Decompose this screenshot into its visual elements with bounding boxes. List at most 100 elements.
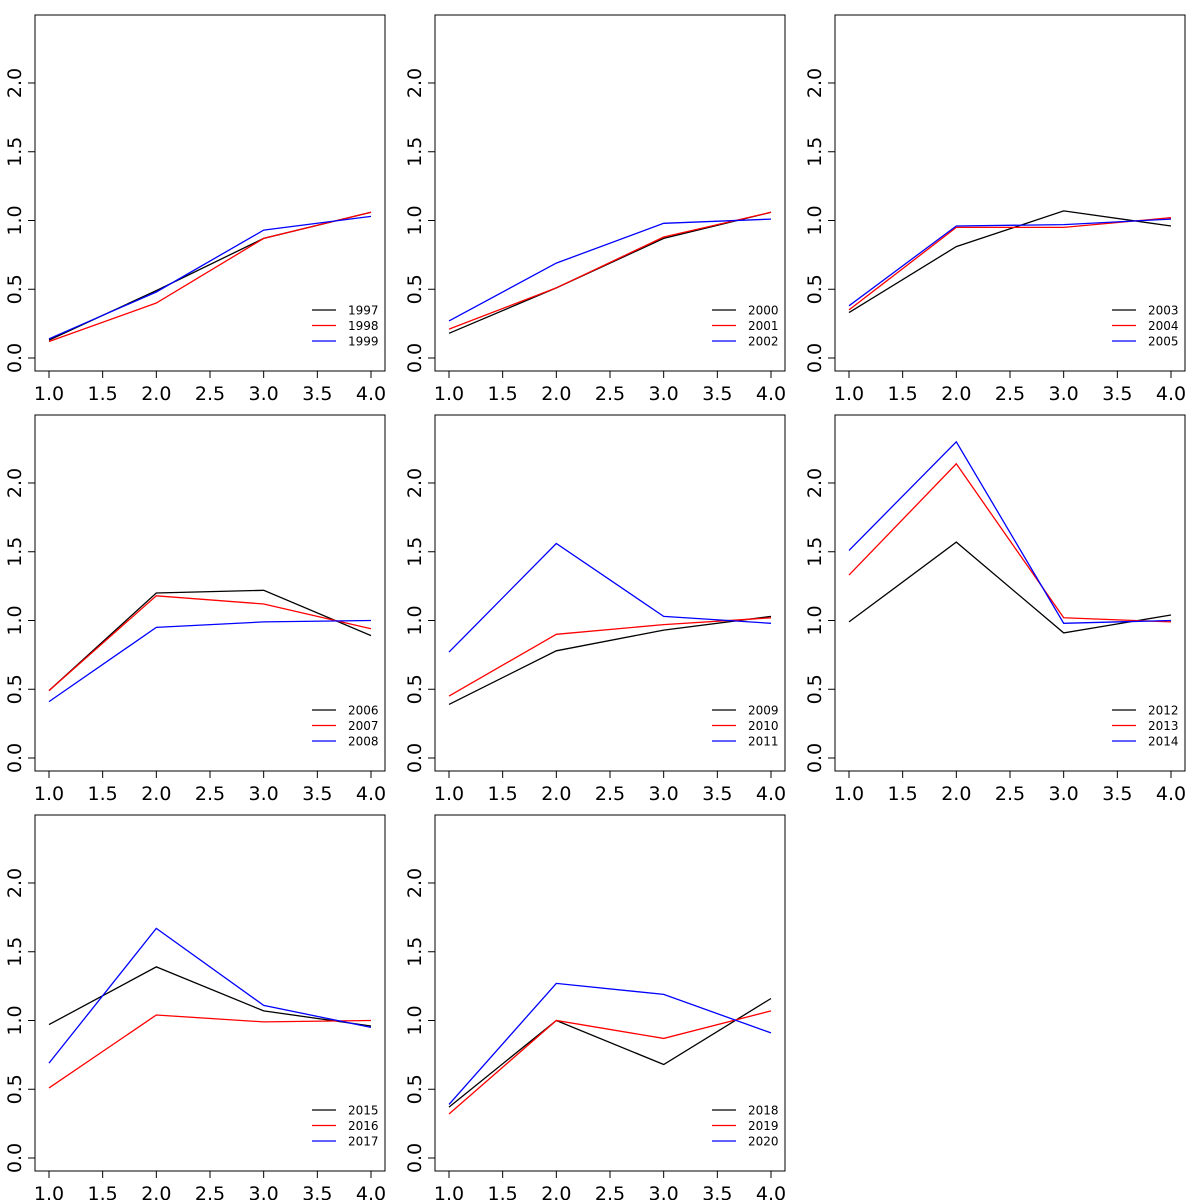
y-tick-label: 2.0	[804, 68, 826, 98]
legend-label: 2004	[1148, 319, 1179, 333]
x-tick-label: 3.0	[249, 1183, 279, 1200]
legend-label: 2009	[748, 704, 779, 718]
panel: 1.0 1.5 2.0 2.5 3.0 3.5 4.0 0.0 0.5 1.0 1.5 2.0 2003…	[804, 14, 1186, 405]
x-tick-label: 1.0	[34, 1183, 64, 1200]
x-tick-label: 3.0	[249, 783, 279, 805]
x-tick-label: 3.0	[249, 383, 279, 405]
y-tick-label: 1.5	[404, 137, 426, 167]
x-tick-label: 1.0	[834, 783, 864, 805]
panel: 1.0 1.5 2.0 2.5 3.0 3.5 4.0 0.0 0.5 1.0 1.5 2.0 2000…	[404, 14, 786, 405]
y-tick-label: 1.5	[404, 537, 426, 567]
y-tick-label: 0.5	[404, 274, 426, 304]
panel: 1.0 1.5 2.0 2.5 3.0 3.5 4.0 0.0 0.5 1.0 1.5 2.0 1997…	[4, 14, 386, 405]
x-tick-label: 3.0	[649, 783, 679, 805]
y-tick-label: 1.5	[804, 537, 826, 567]
y-tick-label: 1.0	[4, 605, 26, 635]
panel: 1.0 1.5 2.0 2.5 3.0 3.5 4.0 0.0 0.5 1.0 1.5 2.0 2018…	[404, 814, 786, 1200]
x-tick-label: 2.5	[195, 1183, 225, 1200]
x-tick-label: 2.0	[141, 383, 171, 405]
panel: 1.0 1.5 2.0 2.5 3.0 3.5 4.0 0.0 0.5 1.0 1.5 2.0 2015…	[4, 814, 386, 1200]
x-tick-label: 2.0	[941, 383, 971, 405]
plot-frame	[434, 814, 786, 1172]
x-tick-label: 4.0	[756, 1183, 786, 1200]
y-tick-label: 2.0	[4, 868, 26, 898]
x-tick-label: 2.0	[141, 1183, 171, 1200]
y-tick-label: 2.0	[404, 868, 426, 898]
legend-label: 2011	[748, 735, 779, 749]
x-tick-label: 4.0	[1156, 783, 1186, 805]
y-tick-label: 1.0	[404, 605, 426, 635]
y-tick-label: 0.5	[4, 674, 26, 704]
x-tick-label: 1.0	[34, 383, 64, 405]
legend-label: 1999	[348, 335, 379, 349]
legend-label: 2010	[748, 719, 779, 733]
x-tick-label: 2.5	[195, 783, 225, 805]
y-tick-label: 0.0	[4, 743, 26, 773]
x-tick-label: 1.5	[488, 383, 518, 405]
legend-label: 2007	[348, 719, 379, 733]
series-line-2002	[448, 218, 772, 322]
series-line-2012	[848, 541, 1172, 634]
y-tick-label: 0.5	[804, 674, 826, 704]
x-tick-label: 2.5	[995, 783, 1025, 805]
y-tick-label: 0.0	[804, 743, 826, 773]
legend-label: 2017	[348, 1135, 379, 1149]
legend-label: 2003	[1148, 304, 1179, 318]
plot-frame	[834, 14, 1186, 372]
y-tick-label: 2.0	[804, 468, 826, 498]
y-tick-label: 0.0	[404, 743, 426, 773]
y-tick-label: 1.5	[4, 537, 26, 567]
series-line-2004	[848, 217, 1172, 311]
x-tick-label: 1.0	[434, 783, 464, 805]
x-tick-label: 4.0	[356, 383, 386, 405]
y-tick-label: 1.5	[804, 137, 826, 167]
x-tick-label: 4.0	[356, 783, 386, 805]
series-line-2008	[48, 619, 372, 703]
x-tick-label: 1.5	[88, 1183, 118, 1200]
y-tick-label: 1.0	[4, 205, 26, 235]
series-line-2011	[448, 542, 772, 653]
plot-frame	[434, 414, 786, 772]
x-tick-label: 3.0	[649, 1183, 679, 1200]
legend-label: 2015	[348, 1104, 379, 1118]
y-tick-label: 1.5	[404, 937, 426, 967]
legend-label: 2001	[748, 319, 779, 333]
legend-label: 1997	[348, 304, 379, 318]
x-tick-label: 3.5	[302, 783, 332, 805]
series-line-2017	[48, 927, 372, 1064]
series-line-2018	[448, 997, 772, 1108]
legend-label: 2020	[748, 1135, 779, 1149]
y-tick-label: 0.5	[404, 1074, 426, 1104]
y-tick-label: 0.0	[4, 343, 26, 373]
legend-label: 1998	[348, 319, 379, 333]
series-line-2013	[848, 462, 1172, 623]
y-tick-label: 0.5	[804, 274, 826, 304]
y-tick-label: 2.0	[4, 68, 26, 98]
x-tick-label: 1.5	[888, 783, 918, 805]
legend-label: 2006	[348, 704, 379, 718]
y-tick-label: 0.0	[4, 1143, 26, 1173]
x-tick-label: 3.0	[1049, 383, 1079, 405]
panel: 1.0 1.5 2.0 2.5 3.0 3.5 4.0 0.0 0.5 1.0 1.5 2.0 2009…	[404, 414, 786, 805]
y-tick-label: 1.0	[804, 205, 826, 235]
series-line-2003	[848, 210, 1172, 314]
x-tick-label: 3.5	[702, 783, 732, 805]
series-line-2014	[848, 440, 1172, 624]
series-line-1998	[48, 211, 372, 343]
x-tick-label: 3.5	[702, 1183, 732, 1200]
x-tick-label: 3.5	[1102, 783, 1132, 805]
y-tick-label: 0.5	[404, 674, 426, 704]
x-tick-label: 2.0	[541, 383, 571, 405]
x-tick-label: 2.0	[941, 783, 971, 805]
panel: 1.0 1.5 2.0 2.5 3.0 3.5 4.0 0.0 0.5 1.0 1.5 2.0 2006…	[4, 414, 386, 805]
legend-label: 2002	[748, 335, 779, 349]
series-line-2019	[448, 1010, 772, 1115]
x-tick-label: 1.0	[34, 783, 64, 805]
series-line-2006	[48, 589, 372, 692]
series-line-2010	[448, 617, 772, 697]
plot-frame	[34, 814, 386, 1172]
x-tick-label: 1.5	[888, 383, 918, 405]
x-tick-label: 2.5	[595, 1183, 625, 1200]
x-tick-label: 1.0	[434, 383, 464, 405]
x-tick-label: 2.5	[595, 383, 625, 405]
